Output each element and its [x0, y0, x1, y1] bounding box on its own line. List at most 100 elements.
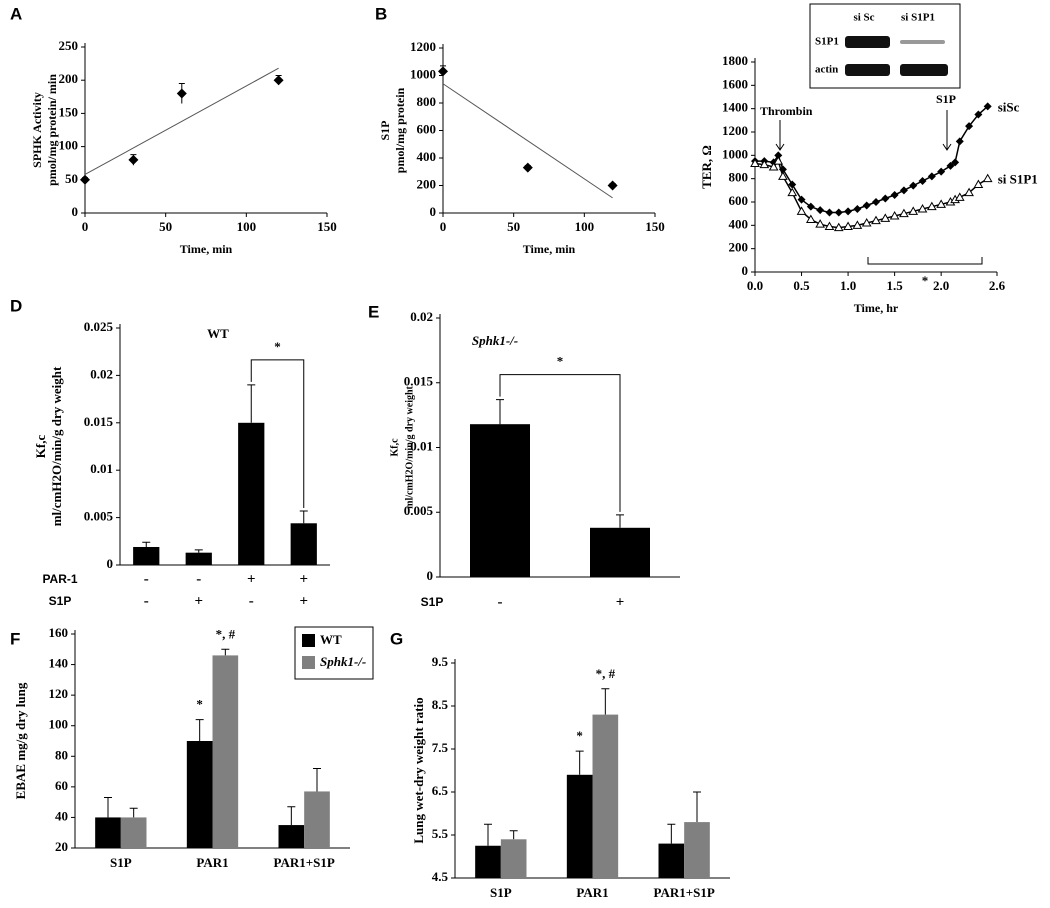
- y-tick-label: 0.02: [90, 366, 113, 381]
- y-tick-label: 1200: [410, 39, 436, 54]
- marker: [862, 201, 871, 210]
- bar: [590, 527, 650, 577]
- y-tick-label: 1000: [410, 66, 436, 81]
- y-tick-label: 200: [59, 71, 79, 86]
- marker: [951, 158, 960, 167]
- x-tick-label: S1P: [110, 855, 132, 870]
- y-tick-label: 140: [49, 656, 69, 671]
- marker: [899, 208, 909, 218]
- y-tick-label: 50: [65, 171, 78, 186]
- marker: [787, 187, 798, 197]
- bar: [475, 845, 501, 878]
- data-point: [80, 174, 90, 185]
- data-point: [522, 162, 533, 173]
- marker: [926, 201, 937, 211]
- marker: [880, 213, 891, 222]
- x-tick-label: PAR1: [196, 855, 228, 870]
- panel: B 0 200 400 600 800 1000 1200 0 50 100 150 Time, min…: [375, 4, 665, 255]
- bar-label: *, #: [596, 666, 616, 681]
- y-axis-label: ml/cmH2O/min/g dry weight: [49, 366, 64, 526]
- panel-letter: F: [10, 629, 20, 648]
- bar: [290, 523, 317, 565]
- y-tick-label: 400: [729, 216, 749, 231]
- error-bar: [142, 541, 151, 547]
- panel-letter: B: [375, 4, 387, 23]
- y-tick-label: 9.5: [432, 654, 449, 669]
- error-bar: [496, 399, 504, 425]
- y-axis-label: pmol/mg protein/ min: [45, 74, 59, 186]
- x-tick-label: 100: [237, 219, 257, 234]
- x-tick-label: 0.5: [793, 278, 810, 293]
- y-tick-label: 0: [430, 204, 437, 219]
- bar: [592, 714, 619, 878]
- y-tick-label: 1200: [722, 123, 748, 138]
- panel-letter: D: [10, 296, 22, 315]
- y-axis-label: Kf,c: [33, 435, 48, 459]
- panel-letter: A: [10, 4, 22, 23]
- x-tick-label: 0: [440, 219, 447, 234]
- x-tick-label: 150: [645, 219, 665, 234]
- error-bar: [299, 510, 308, 524]
- condition-sign: -: [144, 593, 149, 609]
- marker: [797, 195, 806, 204]
- condition-sign: +: [299, 593, 308, 609]
- panel: A 0 50 100 150 200 250 0 50 100 150 Time, min SPHK A…: [10, 4, 337, 255]
- condition-sign: +: [616, 594, 625, 610]
- marker: [881, 194, 890, 203]
- annotation: *: [274, 339, 281, 354]
- y-tick-label: 0.015: [404, 374, 434, 389]
- series-line: [755, 105, 989, 214]
- y-tick-label: 200: [729, 240, 749, 255]
- marker: [805, 214, 816, 223]
- y-tick-label: 120: [49, 686, 69, 701]
- marker: [955, 137, 964, 146]
- blot-column: si S1P1: [901, 12, 935, 24]
- x-tick-label: PAR1+S1P: [273, 855, 334, 870]
- marker: [806, 202, 815, 211]
- marker: [796, 206, 807, 215]
- condition-sign: -: [498, 594, 503, 610]
- bar: [185, 552, 212, 565]
- y-tick-label: 60: [55, 778, 68, 793]
- blot-band: [845, 64, 890, 76]
- error-bar: [601, 688, 610, 715]
- marker: [899, 186, 908, 195]
- error-bar: [104, 797, 112, 818]
- y-axis-label: EBAE mg/g dry lung: [13, 682, 28, 799]
- panel: E 0 0.005 0.01 0.015 0.02 Kf,c ml/cmH2O/min/g d…: [368, 302, 680, 610]
- marker: [788, 180, 797, 189]
- marker: [773, 156, 784, 165]
- blot-band: [845, 36, 890, 48]
- marker: [750, 158, 760, 167]
- marker: [768, 161, 779, 171]
- panel-letter: E: [368, 302, 379, 321]
- condition-sign: +: [194, 593, 203, 609]
- x-tick-label: 2.0: [933, 278, 949, 293]
- y-tick-label: 1000: [722, 146, 748, 161]
- bar: [658, 843, 685, 878]
- y-tick-label: 0.02: [410, 309, 433, 324]
- marker: [759, 159, 770, 169]
- bar-label: *, #: [216, 626, 236, 641]
- error-bar: [575, 750, 584, 775]
- data-point: [176, 88, 187, 99]
- y-tick-label: 800: [729, 170, 749, 185]
- y-tick-label: 100: [59, 138, 79, 153]
- error-bar: [616, 514, 624, 528]
- data-point: [128, 154, 139, 165]
- y-tick-label: 8.5: [432, 697, 449, 712]
- blot-column: si Sc: [853, 12, 874, 24]
- series-label: si S1P1: [998, 172, 1038, 187]
- marker: [778, 171, 788, 180]
- y-axis-label: TER, Ω: [699, 145, 714, 189]
- y-tick-label: 150: [59, 104, 79, 119]
- bar-label: *: [196, 697, 203, 712]
- marker: [973, 179, 984, 188]
- bar: [278, 825, 305, 848]
- error-bar: [129, 807, 138, 818]
- bracket: [250, 359, 305, 508]
- y-tick-label: 0.015: [84, 414, 114, 429]
- y-tick-label: 0: [107, 556, 114, 571]
- y-tick-label: 80: [55, 747, 68, 762]
- error-bar: [194, 549, 203, 553]
